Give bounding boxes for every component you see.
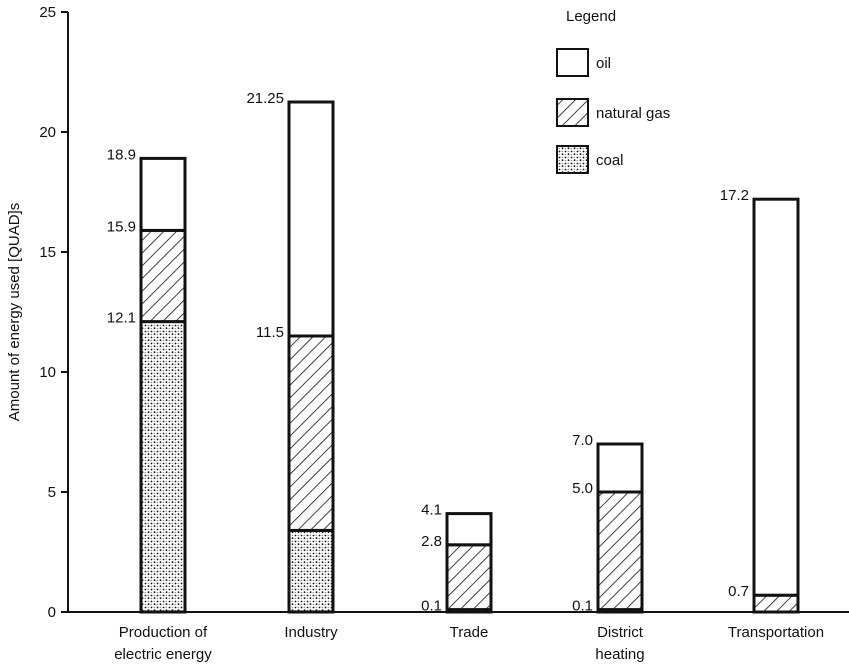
data-label: 2.8: [421, 533, 442, 550]
bar-segment-natural-gas: [287, 334, 335, 532]
y-axis-title: Amount of energy used [QUAD]s: [6, 203, 23, 421]
y-ticks: 0 5 10 15 20 25: [39, 4, 68, 621]
data-label: 0.1: [572, 598, 593, 615]
bar-segment-oil: [287, 100, 335, 338]
y-tick-label: 0: [48, 604, 56, 621]
bar-segment-oil: [445, 512, 493, 547]
bars: [139, 100, 800, 614]
bar-segment-coal: [287, 528, 335, 614]
bar-segment-oil: [139, 156, 187, 232]
category-label: Transportation: [728, 624, 824, 641]
data-label: 7.0: [572, 432, 593, 449]
legend-swatch-coal: [556, 145, 589, 174]
legend-swatch-natural-gas: [556, 98, 589, 127]
bar-segment-natural-gas: [752, 593, 800, 614]
category-labels: Production of electric energy Industry Trad…: [114, 624, 824, 663]
legend-title: Legend: [566, 8, 616, 25]
legend-label: natural gas: [596, 105, 670, 122]
legend-label: coal: [596, 152, 624, 169]
data-label: 15.9: [107, 218, 136, 235]
data-label: 5.0: [572, 480, 593, 497]
bar-segment-natural-gas: [445, 543, 493, 612]
data-label: 18.9: [107, 146, 136, 163]
category-label: District: [597, 624, 644, 641]
data-label: 21.25: [246, 90, 284, 107]
y-tick-label: 20: [39, 124, 56, 141]
data-label: 4.1: [421, 502, 442, 519]
data-label: 0.7: [728, 583, 749, 600]
bar-segment-oil: [596, 442, 644, 494]
data-labels: 18.9 15.9 12.1 21.25 11.5 4.1 2.8 0.1 7.0 5.0 0.1 1…: [107, 90, 749, 615]
category-label: heating: [595, 646, 644, 663]
data-label: 11.5: [256, 324, 284, 341]
bar-segment-oil: [752, 197, 800, 597]
bar-segment-natural-gas: [596, 490, 644, 612]
data-label: 12.1: [107, 310, 136, 327]
y-tick-label: 5: [48, 484, 56, 501]
legend-swatch-oil: [556, 48, 589, 77]
category-label: Production of: [119, 624, 208, 641]
y-tick-label: 25: [39, 4, 56, 21]
bar-segment-natural-gas: [139, 228, 187, 324]
bar-segment-coal: [139, 320, 187, 614]
category-label: electric energy: [114, 646, 212, 663]
y-tick-label: 15: [39, 244, 56, 261]
legend: Legend oil natural gas coal: [556, 8, 670, 174]
y-tick-label: 10: [39, 364, 56, 381]
category-label: Industry: [284, 624, 338, 641]
category-label: Trade: [450, 624, 489, 641]
legend-label: oil: [596, 55, 611, 72]
data-label: 0.1: [421, 598, 442, 615]
data-label: 17.2: [720, 187, 749, 204]
